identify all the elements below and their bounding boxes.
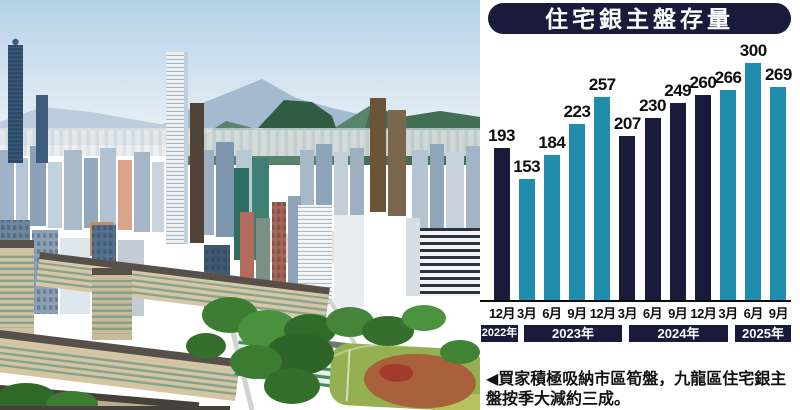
bar [644,118,661,300]
bar-value-label: 260 [689,73,717,92]
year-group-label: 2025年 [735,325,791,342]
bar [669,103,686,300]
bar [745,63,762,300]
month-label: 12月 [690,306,717,321]
month-label: 9月 [768,306,789,321]
month-label: 12月 [589,306,616,321]
bar-column: 266 [714,68,742,300]
bar-column: 223 [563,102,591,300]
bar-column: 249 [664,81,692,300]
bar-value-label: 257 [588,75,616,94]
city-photo-illustration [0,0,480,410]
trees [0,297,480,410]
bar-column: 260 [689,73,717,300]
bar-column: 153 [513,157,541,300]
bar-plot-area: 193 153 184 223 257 207 230 249 260 266 300 269 [488,38,792,300]
x-axis-line [480,300,791,302]
bar [770,87,787,300]
bar-column: 207 [613,114,641,300]
year-group-label: 2024年 [629,325,728,342]
month-label: 9月 [567,306,587,321]
bar-value-label: 184 [538,133,566,152]
month-label: 9月 [668,306,688,321]
bar-value-label: 223 [563,102,591,121]
landmark-towers [8,38,406,260]
bar [594,97,611,300]
bar-value-label: 300 [739,41,767,60]
sports-field [329,343,480,410]
month-label: 12月 [489,306,515,321]
bar [493,148,510,300]
bar-value-label: 266 [714,68,742,87]
chart-title: 住宅銀主盤存量 [488,3,791,34]
bar-column: 269 [764,65,792,300]
bar [543,155,560,300]
skyline-back [0,142,480,238]
x-axis-month-labels: 12月 3月 6月 9月 12月 3月 6月 9月 12月 3月 6月 9月 [489,303,791,321]
month-label: 6月 [542,306,562,321]
bar [694,95,711,300]
bar-value-label: 207 [613,114,641,133]
bar-value-label: 249 [664,81,692,100]
bar-column: 230 [639,96,666,300]
bar [720,90,737,300]
month-label: 6月 [743,306,764,321]
housing-estates [0,240,425,410]
bar-value-label: 230 [639,96,666,115]
bar-column: 300 [739,41,767,300]
bar [619,136,636,300]
month-label: 3月 [517,306,537,321]
year-group-label: 2023年 [524,325,622,342]
year-group-label: 2022年 [481,325,518,342]
month-label: 3月 [718,306,738,321]
photo-caption: ◀買家積極吸納市區筍盤，九龍區住宅銀主盤按季大減約三成。 [486,371,787,408]
bar-column: 193 [488,126,515,300]
bar [518,179,535,300]
aerial-city-photo [0,0,480,410]
bar-value-label: 269 [764,65,792,84]
month-label: 6月 [642,306,663,321]
bar-value-label: 153 [513,157,541,176]
month-label: 3月 [617,306,638,321]
bar [569,124,586,300]
bar-column: 257 [588,75,616,300]
bar-value-label: 193 [488,126,515,145]
bar-column: 184 [538,133,566,300]
